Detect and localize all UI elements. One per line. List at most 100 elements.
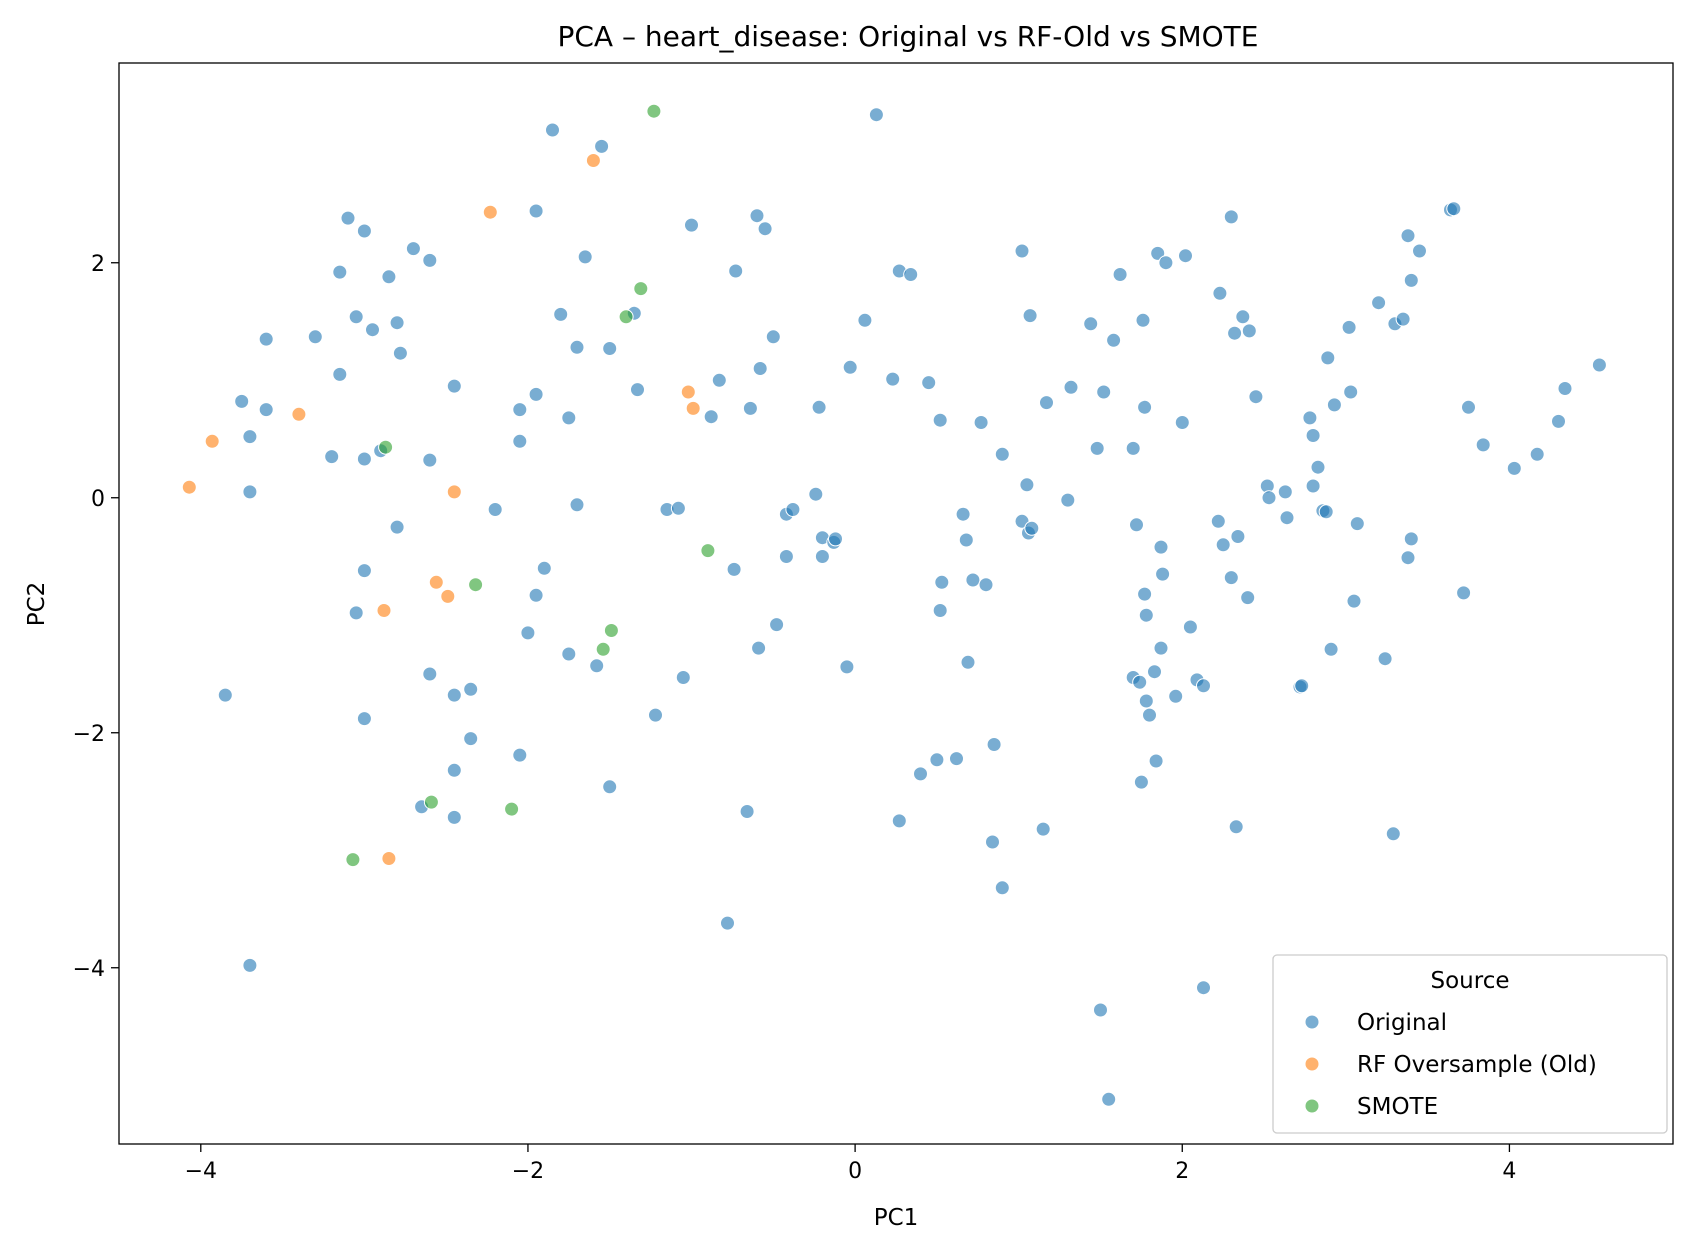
point-original-18 xyxy=(356,451,372,467)
point-original-176 xyxy=(1326,397,1342,413)
point-original-162 xyxy=(1228,819,1244,835)
legend-marker-rf-oversample-old xyxy=(1304,1056,1320,1072)
point-original-111 xyxy=(1039,395,1054,411)
point-original-141 xyxy=(1178,248,1193,264)
point-original-178 xyxy=(1341,319,1357,335)
point-original-28 xyxy=(463,681,479,697)
point-original-11 xyxy=(392,345,408,361)
point-original-59 xyxy=(749,208,765,224)
point-original-0 xyxy=(258,331,274,347)
point-original-85 xyxy=(868,107,884,123)
point-original-189 xyxy=(1400,550,1416,566)
point-original-199 xyxy=(1551,413,1566,429)
point-original-65 xyxy=(703,409,719,425)
point-original-88 xyxy=(857,312,873,328)
point-original-35 xyxy=(545,122,560,138)
point-original-5 xyxy=(422,252,438,268)
point-original-153 xyxy=(1223,570,1239,586)
legend-box xyxy=(1272,954,1668,1134)
point-original-6 xyxy=(332,264,348,280)
point-original-161 xyxy=(1230,529,1246,544)
point-original-120 xyxy=(1089,440,1105,456)
point-original-96 xyxy=(958,532,974,548)
y-tick-label-1: −2 xyxy=(73,722,105,747)
point-original-53 xyxy=(561,646,577,662)
point-original-180 xyxy=(1346,593,1362,609)
point-original-117 xyxy=(1135,312,1151,328)
point-original-73 xyxy=(778,549,794,564)
point-original-23 xyxy=(356,563,372,579)
point-original-84 xyxy=(720,915,735,931)
point-original-155 xyxy=(1223,209,1239,225)
point-original-190 xyxy=(1403,531,1419,547)
x-tick-label-0: −4 xyxy=(185,1159,217,1184)
point-original-179 xyxy=(1343,384,1359,400)
point-rf-oversample-old-3 xyxy=(482,204,498,220)
point-original-45 xyxy=(528,386,544,402)
x-axis-label: PC1 xyxy=(874,1205,919,1231)
point-smote-10 xyxy=(345,852,361,868)
point-original-152 xyxy=(1215,537,1231,553)
point-smote-9 xyxy=(504,801,520,817)
point-original-58 xyxy=(684,217,699,233)
point-rf-oversample-old-1 xyxy=(204,433,220,449)
point-original-174 xyxy=(1318,504,1334,520)
point-original-29 xyxy=(356,711,372,727)
point-original-149 xyxy=(1196,678,1211,694)
point-smote-1 xyxy=(633,281,649,297)
point-original-193 xyxy=(1446,201,1462,217)
point-original-115 xyxy=(1106,332,1122,348)
point-original-158 xyxy=(1241,323,1257,339)
point-original-9 xyxy=(365,322,380,338)
point-original-100 xyxy=(929,752,945,768)
point-original-25 xyxy=(217,687,233,703)
point-original-83 xyxy=(739,804,755,819)
point-original-140 xyxy=(1158,255,1174,271)
point-original-52 xyxy=(520,625,536,641)
point-original-171 xyxy=(1305,428,1321,443)
point-original-21 xyxy=(446,378,462,394)
point-original-165 xyxy=(1277,484,1293,500)
x-tick-label-1: −2 xyxy=(512,1159,544,1184)
point-original-177 xyxy=(1323,641,1339,657)
point-original-146 xyxy=(1168,688,1184,704)
point-smote-5 xyxy=(468,577,484,593)
point-original-61 xyxy=(728,263,744,279)
point-original-195 xyxy=(1456,585,1472,601)
y-tick-label-2: 0 xyxy=(91,487,105,512)
point-original-51 xyxy=(528,587,544,603)
x-axis-ticks: −4 −2 0 2 4 xyxy=(185,1144,1516,1184)
point-original-169 xyxy=(1305,478,1321,494)
point-original-109 xyxy=(1014,243,1030,259)
point-original-198 xyxy=(1529,446,1545,462)
point-original-14 xyxy=(258,402,274,418)
point-original-145 xyxy=(1153,640,1169,656)
point-rf-oversample-old-10 xyxy=(376,603,392,618)
point-original-97 xyxy=(965,572,981,588)
point-original-118 xyxy=(1137,399,1153,415)
point-original-22 xyxy=(389,519,405,535)
point-original-27 xyxy=(446,687,462,703)
point-rf-oversample-old-4 xyxy=(585,153,601,168)
point-original-1 xyxy=(307,329,323,345)
point-original-37 xyxy=(528,203,544,219)
point-original-39 xyxy=(553,306,569,322)
point-original-20 xyxy=(422,452,438,468)
point-original-137 xyxy=(1093,1002,1108,1018)
point-smote-4 xyxy=(700,543,716,559)
point-original-79 xyxy=(839,659,855,675)
legend-label-smote: SMOTE xyxy=(1357,1094,1438,1120)
legend-entries: Original RF Oversample (Old) SMOTE xyxy=(1304,1010,1597,1120)
y-tick-label-0: −4 xyxy=(73,957,105,982)
point-original-138 xyxy=(1101,1091,1117,1107)
point-rf-oversample-old-9 xyxy=(440,588,456,604)
x-tick-label-3: 2 xyxy=(1175,1159,1189,1184)
point-original-151 xyxy=(1210,513,1226,529)
legend-marker-smote xyxy=(1304,1098,1320,1114)
point-original-164 xyxy=(1261,490,1277,506)
point-original-64 xyxy=(711,372,727,388)
point-original-154 xyxy=(1227,325,1243,341)
point-original-122 xyxy=(1019,477,1035,493)
point-original-71 xyxy=(785,502,801,517)
y-tick-label-3: 2 xyxy=(91,252,105,277)
